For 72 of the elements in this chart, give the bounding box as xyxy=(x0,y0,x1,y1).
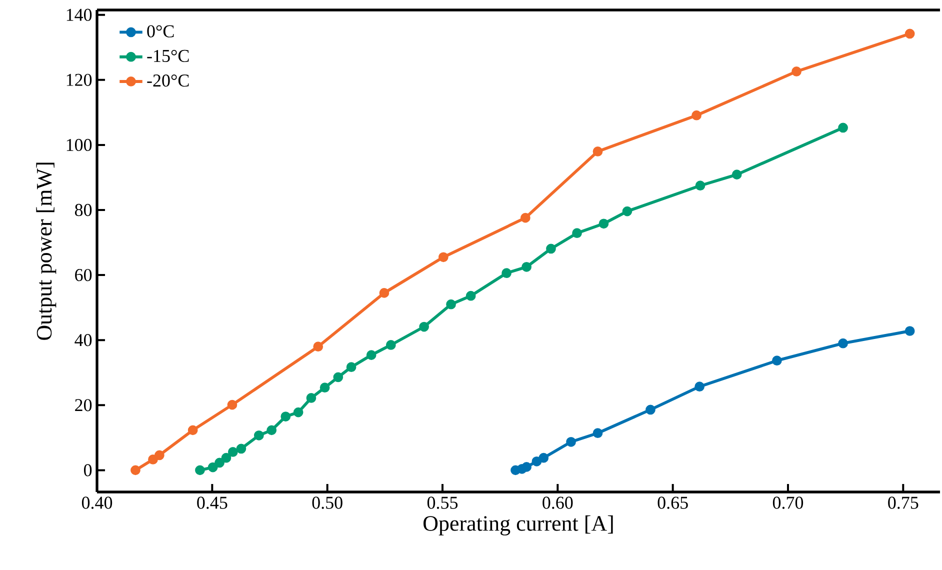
point xyxy=(148,454,158,464)
point xyxy=(379,288,390,298)
y-axis-title: Output power [mW] xyxy=(36,162,56,340)
point xyxy=(266,425,277,436)
point xyxy=(313,342,324,352)
point xyxy=(254,430,264,440)
point xyxy=(208,462,218,472)
point xyxy=(228,447,238,457)
x-tick-label: 0.50 xyxy=(312,496,342,509)
point xyxy=(692,110,702,120)
point xyxy=(320,382,330,393)
y-tick-label: 60 xyxy=(75,268,92,282)
point xyxy=(520,212,530,223)
point xyxy=(466,290,476,301)
legend-label: 0°C xyxy=(147,25,174,38)
point xyxy=(280,412,291,422)
point xyxy=(293,407,304,418)
point xyxy=(792,66,802,76)
point xyxy=(522,262,532,272)
point xyxy=(221,452,232,463)
y-tick-label: 0 xyxy=(84,464,92,476)
point xyxy=(195,465,205,476)
point xyxy=(227,400,238,410)
point xyxy=(214,458,224,468)
x-tick-label: 0.45 xyxy=(197,496,228,509)
x-tick-label: 0.75 xyxy=(888,496,918,509)
point xyxy=(346,362,356,372)
point xyxy=(419,322,430,332)
y-tick-label: 140 xyxy=(66,8,92,21)
point xyxy=(333,372,344,382)
point xyxy=(694,382,704,392)
point xyxy=(386,340,396,350)
point xyxy=(522,462,532,472)
point xyxy=(306,393,316,403)
y-tick-label: 20 xyxy=(75,399,92,412)
point xyxy=(592,428,603,438)
x-tick-label: 0.40 xyxy=(82,496,112,509)
point xyxy=(366,350,376,360)
point xyxy=(904,28,915,39)
x-tick-label: 0.65 xyxy=(658,496,688,509)
y-tick-label: 40 xyxy=(74,334,92,346)
y-tick-label: 120 xyxy=(66,74,92,86)
y-tick-label: 100 xyxy=(66,138,92,152)
point xyxy=(546,244,556,254)
point xyxy=(502,268,512,278)
point xyxy=(592,146,603,156)
point xyxy=(772,356,782,366)
point xyxy=(622,206,632,216)
point xyxy=(236,444,246,454)
point xyxy=(154,450,164,460)
point xyxy=(130,465,140,476)
point xyxy=(904,326,915,336)
x-axis-title: Operating current [A] xyxy=(424,515,613,536)
point xyxy=(532,456,542,466)
point xyxy=(598,218,609,229)
y-tick-label: 80 xyxy=(74,204,92,216)
point xyxy=(538,452,549,463)
point xyxy=(572,228,582,238)
point xyxy=(446,299,456,310)
point xyxy=(566,436,576,447)
point xyxy=(838,122,848,133)
point xyxy=(188,425,198,436)
legend-label: -20°C xyxy=(147,74,189,87)
x-tick-label: 0.60 xyxy=(542,496,573,509)
x-tick-label: 0.70 xyxy=(772,496,804,509)
legend-label: -15°C xyxy=(147,50,189,62)
point xyxy=(695,180,706,191)
x-tick-label: 0.55 xyxy=(427,496,458,509)
point xyxy=(732,170,742,180)
point xyxy=(646,404,656,415)
point xyxy=(438,252,448,262)
point xyxy=(838,338,848,348)
